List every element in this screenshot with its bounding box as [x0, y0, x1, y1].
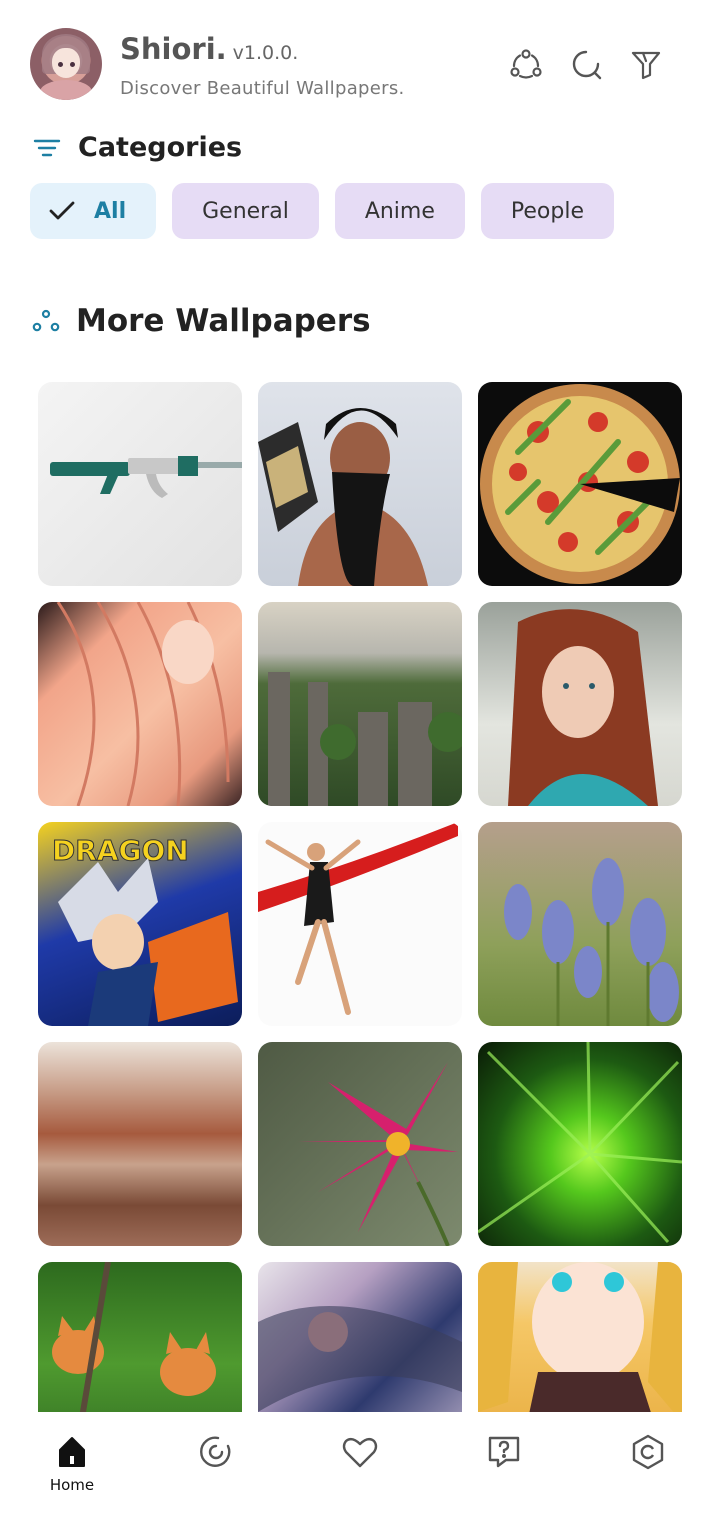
nav-settings[interactable]	[608, 1432, 688, 1472]
check-icon	[49, 201, 75, 220]
chip-label: General	[202, 198, 289, 224]
wallpaper-kittens[interactable]	[38, 1262, 242, 1412]
header-actions	[508, 46, 664, 82]
app-name: Shiori.	[120, 32, 227, 66]
sort-icon	[33, 139, 61, 156]
nav-favorites[interactable]	[320, 1432, 400, 1472]
wallpaper-rock-forest[interactable]	[258, 602, 462, 806]
more-wallpapers-title: More Wallpapers	[76, 303, 371, 339]
wallpaper-rifle[interactable]	[38, 382, 242, 586]
wallpaper-grid: DRAGON	[38, 382, 683, 1412]
wallpaper-redhead-woman[interactable]	[478, 602, 682, 806]
filter-icon[interactable]	[628, 46, 664, 82]
wallpaper-abstract-art[interactable]	[258, 1262, 462, 1412]
app-subtitle: Discover Beautiful Wallpapers.	[120, 78, 405, 99]
bottom-navigation: Home	[0, 1412, 720, 1524]
category-chips: All General Anime People	[30, 183, 614, 239]
wallpaper-blurred-landscape[interactable]	[38, 1042, 242, 1246]
wallpaper-anime-girl[interactable]	[478, 1262, 682, 1412]
chip-all[interactable]: All	[30, 183, 157, 239]
chip-general[interactable]: General	[172, 183, 319, 239]
wallpaper-wrestler[interactable]	[258, 382, 462, 586]
chip-label: People	[510, 198, 584, 224]
app-header: Shiori. v1.0.0. Discover Beautiful Wallpa…	[30, 28, 690, 104]
categories-title: Categories	[78, 132, 243, 163]
chip-people[interactable]: People	[480, 183, 614, 239]
svg-text:DRAGON: DRAGON	[52, 834, 189, 867]
chip-anime[interactable]: Anime	[334, 183, 465, 239]
wallpaper-pizza[interactable]	[478, 382, 682, 586]
app-title: Shiori. v1.0.0.	[120, 32, 298, 66]
share-icon[interactable]	[508, 46, 544, 82]
app-version: v1.0.0.	[232, 42, 299, 64]
help-icon	[488, 1436, 520, 1468]
wallpaper-green-burst[interactable]	[478, 1042, 682, 1246]
explore-icon	[200, 1436, 231, 1467]
nav-explore[interactable]	[176, 1432, 256, 1472]
wallpaper-pink-flower[interactable]	[258, 1042, 462, 1246]
home-icon	[59, 1437, 85, 1467]
more-wallpapers-heading: More Wallpapers	[32, 303, 371, 339]
wallpaper-dancer-ribbon[interactable]	[258, 822, 462, 1026]
avatar[interactable]	[30, 28, 102, 100]
nav-label: Home	[49, 1476, 95, 1494]
dots-icon	[32, 309, 60, 332]
chip-label: Anime	[364, 198, 435, 224]
chip-label: All	[94, 198, 127, 224]
nav-home[interactable]: Home	[32, 1432, 112, 1494]
wallpaper-blue-flowers[interactable]	[478, 822, 682, 1026]
wallpaper-anime-hair[interactable]	[38, 602, 242, 806]
heart-icon	[342, 1437, 378, 1468]
wallpaper-dragon-ball[interactable]: DRAGON	[38, 822, 242, 1026]
settings-icon	[632, 1434, 664, 1470]
refresh-icon[interactable]	[568, 46, 604, 82]
categories-heading: Categories	[32, 132, 242, 163]
nav-help[interactable]	[464, 1432, 544, 1472]
